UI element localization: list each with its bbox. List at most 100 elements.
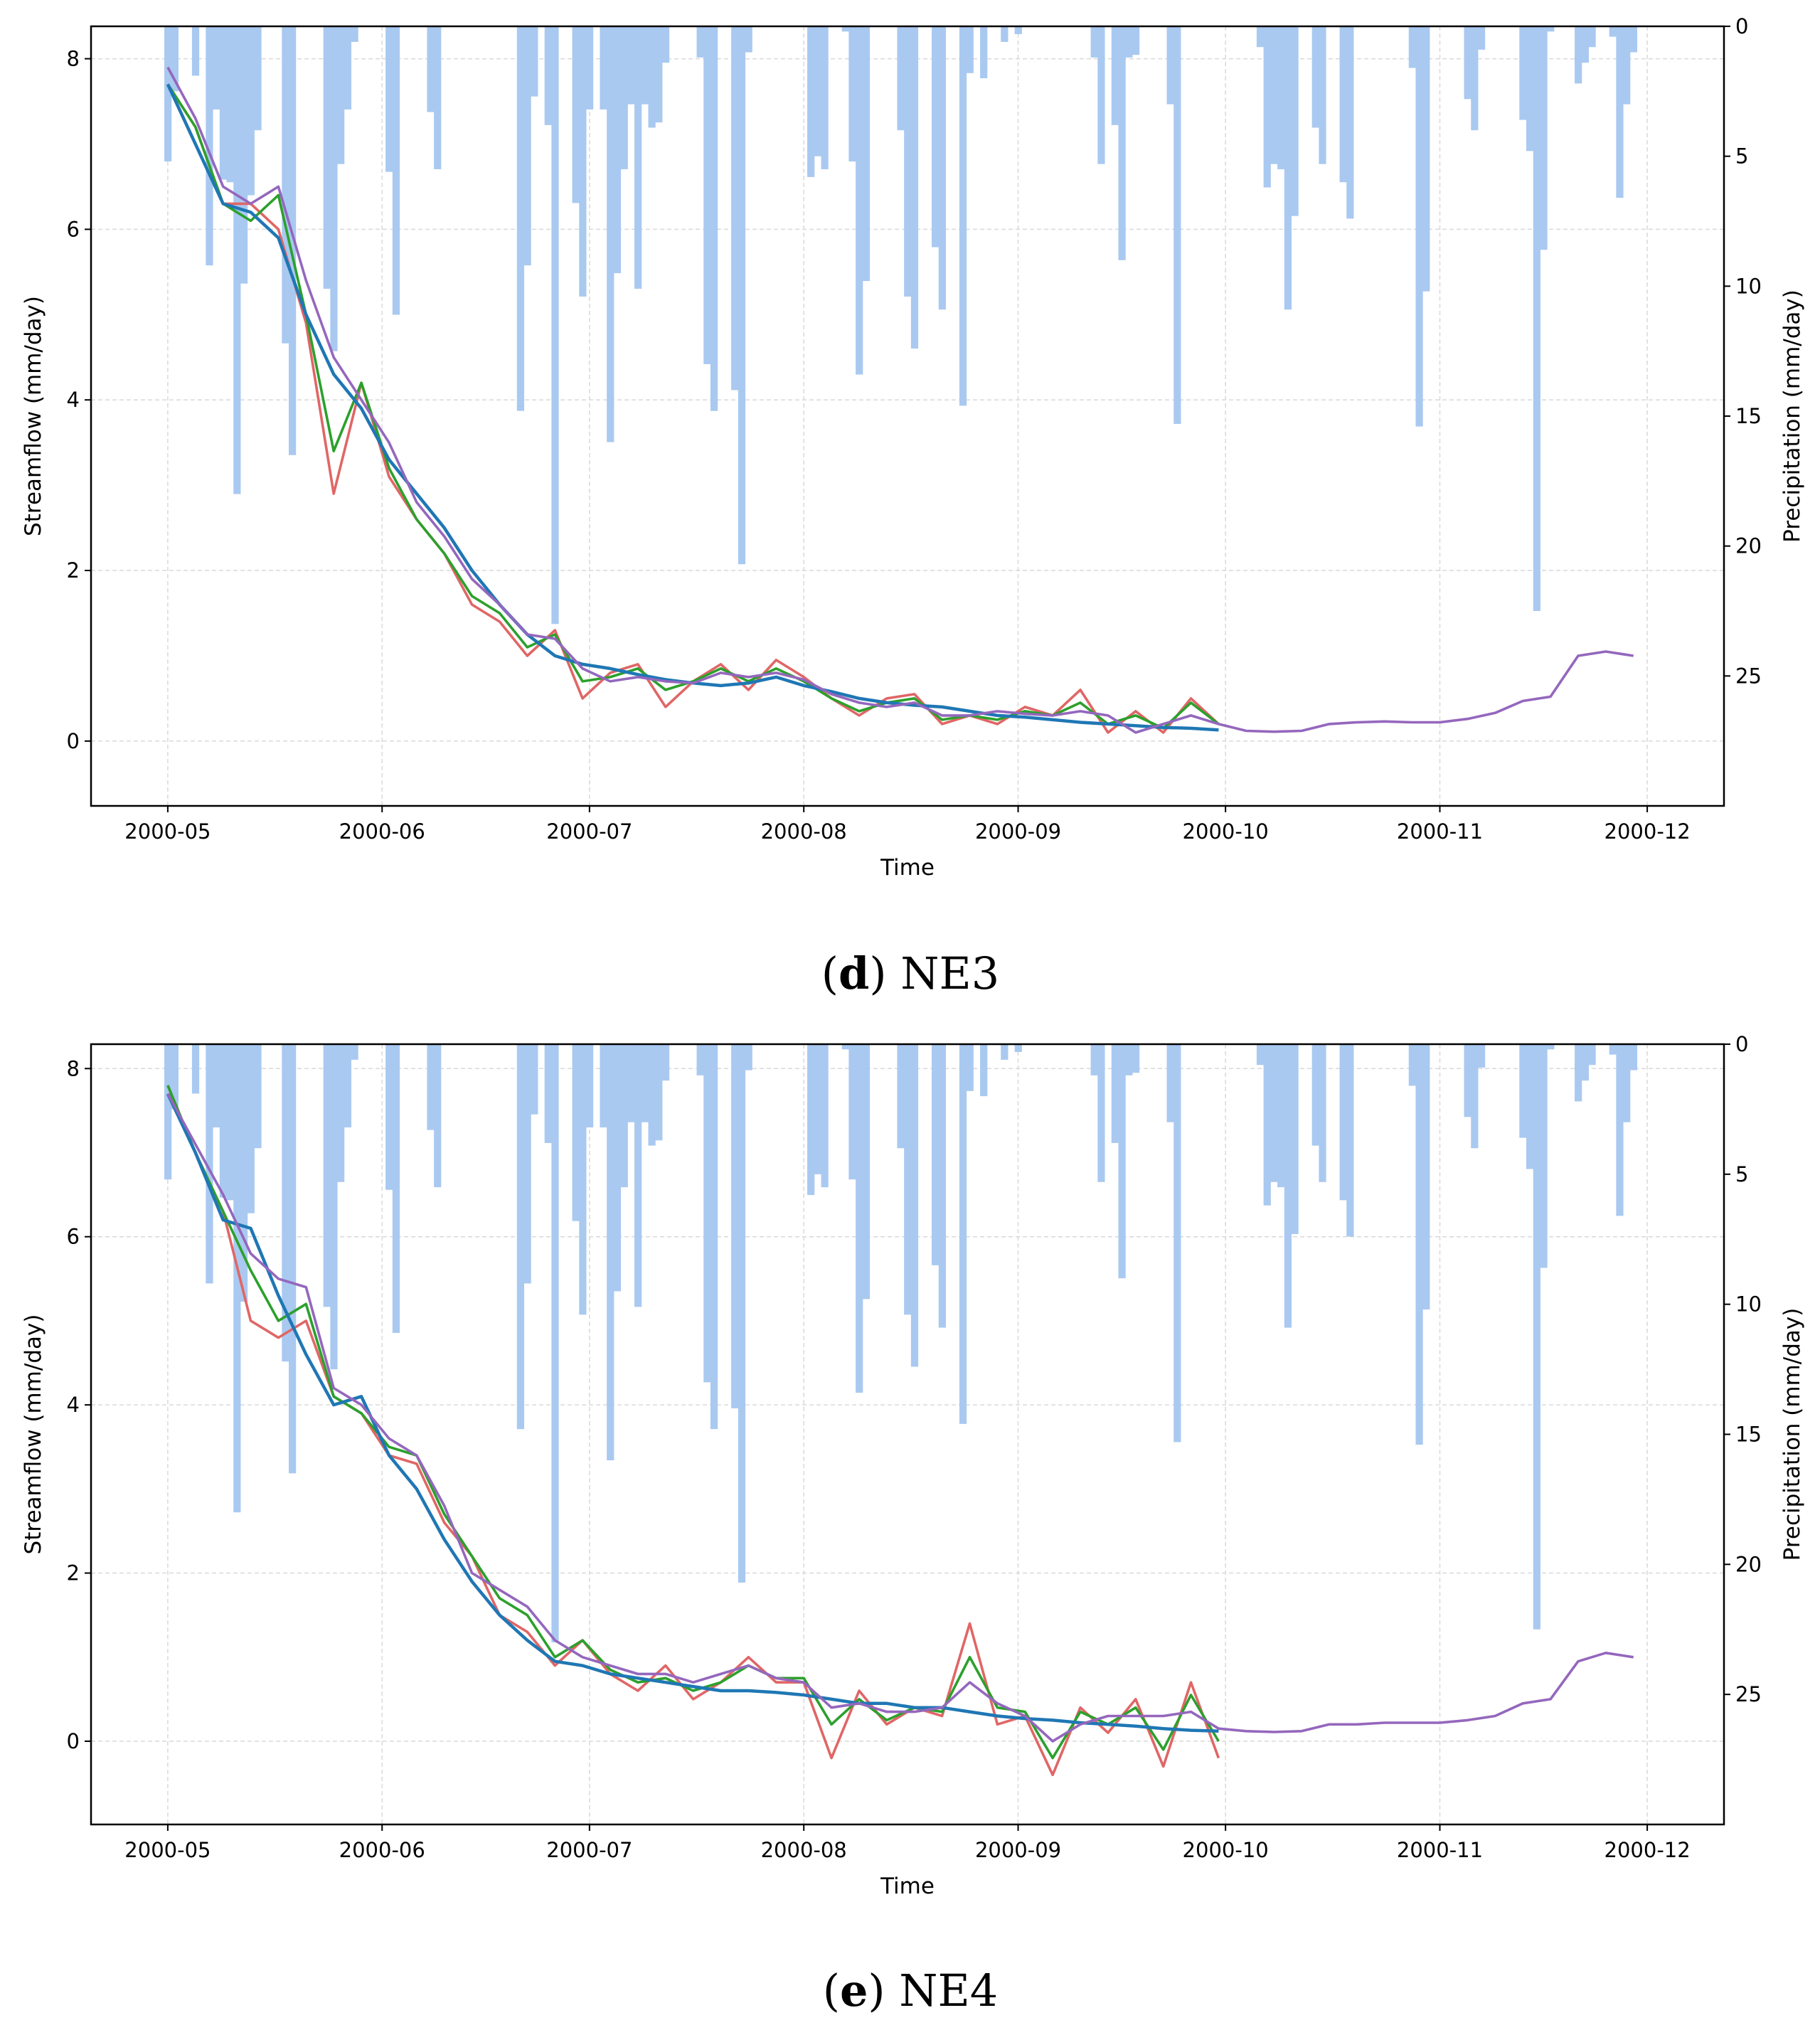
precipitation-bar bbox=[1471, 1044, 1479, 1149]
y-right-tick-label: 10 bbox=[1735, 274, 1762, 298]
y-right-axis-label: Precipitation (mm/day) bbox=[1779, 1308, 1805, 1561]
precipitation-bar bbox=[897, 26, 905, 131]
precipitation-bar bbox=[1291, 26, 1299, 216]
y-right-tick-label: 15 bbox=[1735, 1423, 1762, 1447]
precipitation-bar bbox=[427, 1044, 435, 1130]
precipitation-bar bbox=[1581, 1044, 1589, 1081]
precipitation-bar bbox=[938, 26, 946, 310]
precipitation-bar bbox=[1588, 1044, 1596, 1066]
precipitation-bar bbox=[634, 26, 642, 289]
y-tick-label: 0 bbox=[67, 1729, 80, 1753]
precipitation-bar bbox=[1464, 26, 1472, 100]
caption-paren-open: ( bbox=[823, 1965, 840, 2017]
precipitation-bar bbox=[821, 26, 829, 169]
precipitation-bar bbox=[932, 26, 940, 248]
precipitation-bar bbox=[980, 1044, 988, 1097]
precipitation-bar bbox=[226, 1044, 234, 1201]
precipitation-bar bbox=[731, 26, 739, 390]
precipitation-bar bbox=[1270, 1044, 1278, 1182]
precipitation-bar bbox=[219, 26, 228, 180]
x-tick-label: 2000-06 bbox=[339, 1838, 425, 1862]
precipitation-bar bbox=[289, 1044, 297, 1474]
precipitation-bar bbox=[213, 26, 220, 110]
precipitation-bar bbox=[1339, 1044, 1347, 1201]
precipitation-bar bbox=[289, 26, 297, 455]
precipitation-bar bbox=[1339, 26, 1347, 183]
precipitation-bar bbox=[807, 26, 815, 177]
y-axis-label: Streamflow (mm/day) bbox=[21, 1314, 46, 1555]
precipitation-bar bbox=[171, 1044, 179, 1110]
precipitation-bar bbox=[1263, 1044, 1271, 1206]
x-tick-label: 2000-08 bbox=[761, 1838, 847, 1862]
precipitation-bar bbox=[516, 26, 525, 411]
precipitation-bar bbox=[344, 26, 351, 110]
precipitation-bar bbox=[848, 1044, 856, 1180]
precipitation-bar bbox=[841, 1044, 849, 1050]
y-right-tick-label: 25 bbox=[1735, 664, 1762, 688]
precipitation-bar bbox=[938, 1044, 946, 1328]
precipitation-bar bbox=[856, 26, 863, 375]
x-tick-label: 2000-09 bbox=[975, 1838, 1061, 1862]
precipitation-bar bbox=[337, 1044, 345, 1182]
precipitation-bar bbox=[641, 1044, 649, 1122]
y-right-tick-label: 5 bbox=[1735, 1162, 1748, 1186]
precipitation-bar bbox=[1408, 26, 1416, 68]
precipitation-bar bbox=[544, 26, 552, 125]
precipitation-bar bbox=[627, 26, 635, 105]
precipitation-bar bbox=[1001, 1044, 1009, 1060]
precipitation-bar bbox=[710, 26, 718, 411]
precipitation-bar bbox=[1616, 1044, 1624, 1216]
precipitation-bar bbox=[579, 26, 587, 297]
precipitation-bar bbox=[1471, 26, 1479, 131]
precipitation-bar bbox=[330, 1044, 338, 1370]
precipitation-bar bbox=[1616, 26, 1624, 198]
precipitation-bar bbox=[1526, 26, 1534, 152]
x-tick-label: 2000-10 bbox=[1183, 1838, 1269, 1862]
precipitation-bar bbox=[1609, 1044, 1617, 1055]
precipitation-bar bbox=[254, 1044, 262, 1149]
precipitation-bar bbox=[579, 1044, 587, 1315]
precipitation-bar bbox=[1174, 26, 1181, 424]
precipitation-bar bbox=[814, 1044, 821, 1174]
precipitation-bar bbox=[731, 1044, 739, 1408]
y-tick-label: 2 bbox=[67, 558, 80, 583]
precipitation-bar bbox=[1415, 1044, 1423, 1445]
precipitation-bar bbox=[1125, 26, 1133, 58]
series-line-purple bbox=[166, 66, 1634, 734]
precipitation-bar bbox=[910, 1044, 919, 1367]
precipitation-bar bbox=[1311, 26, 1319, 128]
precipitation-bar bbox=[531, 26, 538, 97]
precipitation-bar bbox=[620, 1044, 628, 1188]
precipitation-bar bbox=[206, 26, 213, 266]
precipitation-bar bbox=[1477, 1044, 1486, 1068]
precipitation-bar bbox=[1319, 26, 1326, 164]
precipitation-bar bbox=[1166, 1044, 1174, 1122]
precipitation-bar bbox=[206, 1044, 213, 1284]
precipitation-bar bbox=[254, 26, 262, 131]
caption-paren-open: ( bbox=[821, 947, 839, 999]
x-tick-label: 2000-12 bbox=[1605, 1838, 1691, 1862]
precipitation-bar bbox=[1588, 26, 1596, 48]
precipitation-bar bbox=[1408, 1044, 1416, 1086]
precipitation-bar bbox=[634, 1044, 642, 1307]
streamflow-lines bbox=[166, 1085, 1634, 1777]
precipitation-bar bbox=[434, 26, 442, 169]
precipitation-bar bbox=[1526, 1044, 1534, 1169]
y-tick-label: 8 bbox=[67, 1056, 80, 1080]
precipitation-bar bbox=[856, 1044, 863, 1393]
y-tick-label: 2 bbox=[67, 1561, 80, 1585]
y-right-tick-label: 0 bbox=[1735, 14, 1748, 38]
precipitation-bar bbox=[572, 1044, 580, 1221]
precipitation-bar bbox=[607, 1044, 614, 1461]
precipitation-bar bbox=[1118, 26, 1126, 260]
precipitation-bars bbox=[164, 26, 1638, 625]
precipitation-bar bbox=[1166, 26, 1174, 105]
x-tick-label: 2000-07 bbox=[546, 1838, 632, 1862]
precipitation-bar bbox=[1111, 1044, 1119, 1143]
precipitation-bar bbox=[1346, 26, 1354, 219]
precipitation-bar bbox=[600, 26, 607, 110]
streamflow-lines bbox=[166, 66, 1634, 734]
precipitation-bar bbox=[710, 1044, 718, 1430]
precipitation-bar bbox=[648, 1044, 656, 1146]
precipitation-bar bbox=[980, 26, 988, 79]
